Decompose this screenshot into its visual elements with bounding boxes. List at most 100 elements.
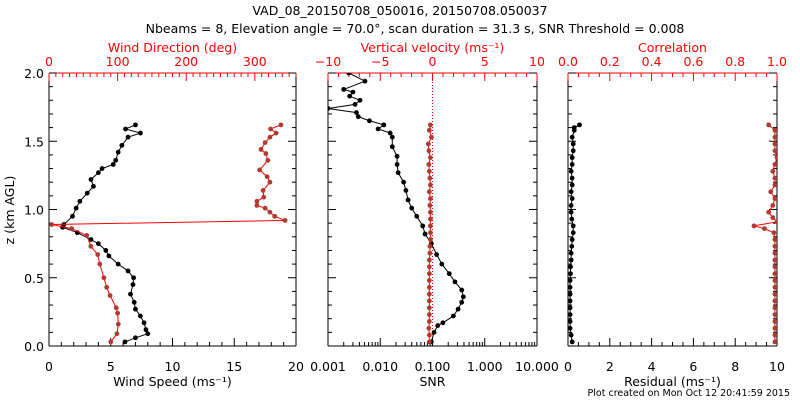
snr-point: [401, 179, 407, 185]
vertical-velocity-point: [428, 122, 433, 128]
wind-direction-point: [261, 194, 267, 200]
x-tick-label: 20: [288, 359, 304, 374]
x-tick-label: 4: [648, 359, 656, 374]
wind-speed-point: [133, 122, 138, 128]
wind-direction-point: [262, 140, 268, 146]
snr-point: [459, 299, 465, 305]
snr-point: [452, 279, 458, 285]
snr-point: [387, 130, 393, 136]
vertical-velocity-point: [428, 216, 433, 222]
wind-direction-point: [262, 205, 268, 211]
correlation-point: [772, 182, 777, 188]
x-axis-label: SNR: [420, 374, 446, 389]
vertical-velocity-point: [426, 271, 432, 277]
wind-direction-point: [273, 130, 279, 136]
vertical-velocity-point: [426, 189, 432, 195]
correlation-point: [772, 162, 777, 167]
vertical-velocity-point: [426, 148, 432, 154]
correlation-point: [762, 226, 767, 232]
wind-direction-point: [108, 339, 114, 345]
correlation-point: [766, 122, 772, 128]
vertical-velocity-point: [429, 134, 434, 140]
x-axis-label: Residual (ms⁻¹): [624, 374, 721, 389]
wind-direction-point: [114, 331, 120, 337]
residual-point: [569, 339, 575, 345]
x-tick-label: 10.000: [515, 359, 559, 374]
y-tick-label: 1.0: [24, 203, 44, 218]
x-tick-label: 15: [226, 359, 242, 374]
wind-speed-point: [137, 313, 143, 319]
residual-point: [569, 216, 575, 222]
top-axis-label: Wind Direction (deg): [108, 40, 237, 55]
top-tick-label: 0: [45, 54, 53, 69]
correlation-point: [751, 223, 757, 229]
wind-speed-point: [133, 335, 138, 341]
snr-line: [328, 73, 464, 343]
wind-speed-point: [122, 339, 128, 345]
wind-direction-point: [254, 203, 260, 208]
snr-point: [435, 323, 441, 328]
wind-direction-point: [265, 157, 271, 163]
residual-line: [569, 124, 580, 342]
correlation-point: [770, 215, 776, 221]
wind-speed-point: [137, 130, 143, 136]
series-group: [568, 122, 777, 345]
correlation-point: [772, 141, 777, 147]
x-tick-label: 10: [165, 359, 181, 374]
correlation-point: [772, 196, 777, 201]
vertical-velocity-point: [426, 127, 432, 133]
wind-direction-point: [267, 179, 273, 185]
top-tick-label: 0: [429, 54, 437, 69]
vertical-velocity-point: [428, 230, 433, 236]
wind-speed-point: [96, 170, 101, 176]
snr-point: [403, 187, 409, 193]
y-tick-label: 0.0: [24, 339, 44, 354]
correlation-point: [772, 312, 777, 318]
snr-point: [341, 86, 347, 92]
top-tick-label: 0.4: [642, 54, 662, 69]
wind-direction-point: [101, 275, 107, 281]
vertical-velocity-point: [426, 319, 432, 324]
vertical-velocity-point: [426, 298, 432, 304]
wind-direction-point: [104, 284, 110, 290]
residual-point: [568, 291, 573, 297]
wind-direction-point: [267, 209, 273, 215]
snr-point: [350, 89, 356, 95]
correlation-point: [772, 305, 777, 311]
snr-point: [460, 294, 466, 300]
correlation-point: [772, 298, 777, 304]
correlation-point: [772, 271, 777, 277]
top-tick-label: 5: [481, 54, 489, 69]
top-tick-label: −10: [315, 54, 341, 69]
correlation-point: [770, 203, 776, 208]
correlation-point: [772, 175, 777, 181]
correlation-point: [772, 291, 777, 297]
snr-point: [346, 73, 352, 76]
wind-speed-point: [88, 237, 94, 242]
wind-speed-point: [88, 177, 94, 182]
vertical-velocity-point: [427, 250, 433, 256]
wind-speed-point: [125, 268, 131, 274]
snr-point: [446, 271, 452, 277]
snr-point: [431, 329, 437, 335]
wind-direction-point: [254, 198, 260, 204]
top-tick-label: 200: [174, 54, 198, 69]
wind-speed-point: [143, 327, 149, 333]
x-axis-label: Wind Speed (ms⁻¹): [113, 374, 232, 389]
y-tick-label: 1.5: [24, 134, 44, 149]
residual-point: [570, 223, 576, 229]
snr-point: [357, 97, 363, 103]
top-tick-label: 0.8: [725, 54, 745, 69]
y-tick-label: 0.5: [24, 271, 44, 286]
vertical-velocity-point: [427, 175, 433, 181]
top-tick-label: −5: [371, 54, 389, 69]
snr-point: [409, 205, 415, 211]
residual-point: [568, 250, 574, 256]
snr-point: [395, 170, 401, 176]
wind-speed-point: [131, 299, 137, 305]
vertical-velocity-point: [426, 339, 432, 345]
correlation-point: [772, 134, 777, 140]
residual-point: [569, 237, 575, 242]
